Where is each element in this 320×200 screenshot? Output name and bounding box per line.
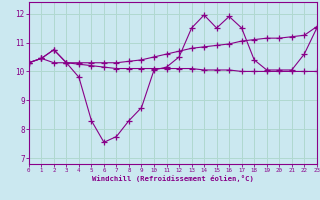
X-axis label: Windchill (Refroidissement éolien,°C): Windchill (Refroidissement éolien,°C) bbox=[92, 175, 254, 182]
